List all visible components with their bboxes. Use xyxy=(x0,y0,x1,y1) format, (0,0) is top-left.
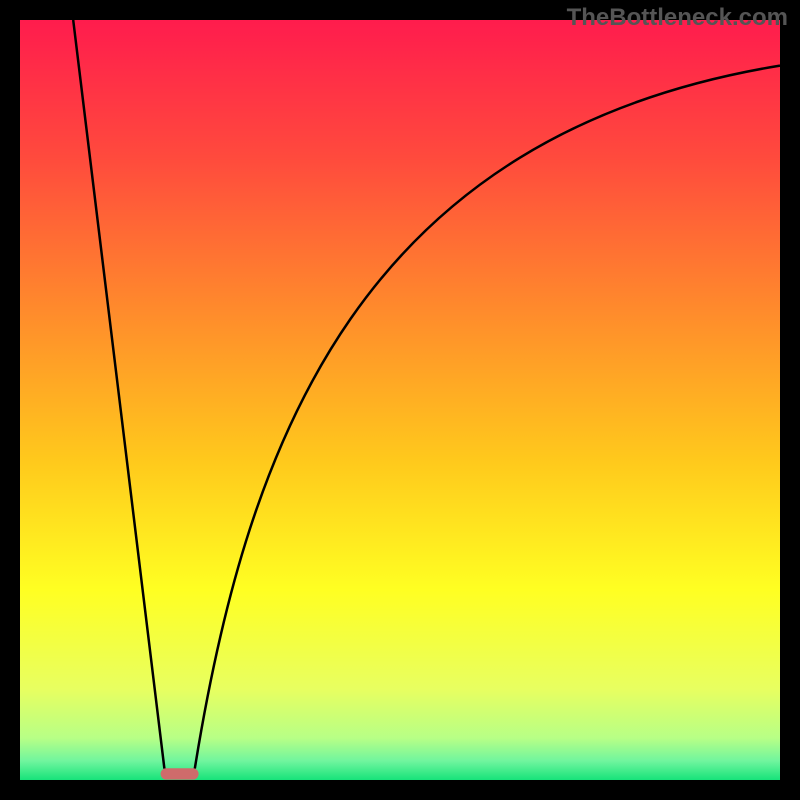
chart-container: TheBottleneck.com xyxy=(0,0,800,800)
chart-background xyxy=(20,20,780,780)
optimal-marker xyxy=(161,768,199,779)
watermark-text: TheBottleneck.com xyxy=(567,4,788,32)
bottleneck-chart xyxy=(0,0,800,800)
